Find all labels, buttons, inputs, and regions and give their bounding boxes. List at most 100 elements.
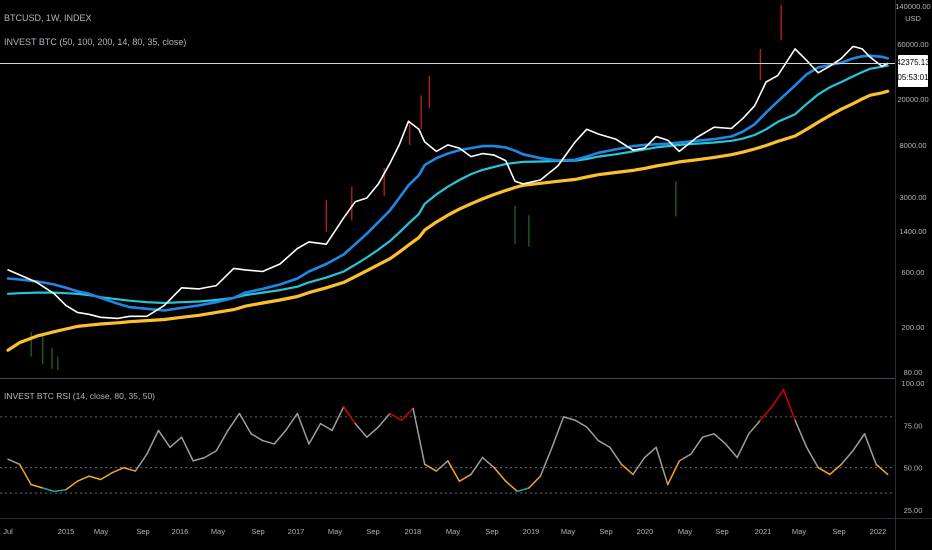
rsi-levels	[0, 416, 895, 494]
rsi-tick-label: 100.00	[902, 379, 925, 388]
rsi-segment	[493, 466, 507, 482]
time-tick-label: May	[561, 527, 575, 536]
rsi-segment	[88, 475, 102, 481]
rsi-segment	[157, 429, 171, 449]
rsi-segment	[736, 433, 750, 459]
rsi-segment	[516, 487, 530, 493]
rsi-segment	[690, 436, 704, 455]
price-badge	[898, 55, 928, 87]
rsi-segment	[782, 389, 796, 422]
price-tick-label: 600.00	[902, 268, 925, 277]
rsi-segment	[724, 443, 738, 459]
rsi-segment	[400, 407, 414, 422]
rsi-segment	[41, 487, 56, 493]
price-tick-label: 200.00	[902, 323, 925, 332]
price-tick-label: 3000.00	[899, 193, 926, 202]
rsi-segment	[655, 446, 669, 486]
rsi-segment	[829, 463, 843, 476]
volume-spikes	[30, 5, 782, 370]
rsi-segment	[852, 433, 866, 452]
rsi-segment	[169, 436, 183, 449]
time-tick-label: May	[328, 527, 342, 536]
rsi-segment	[377, 412, 391, 428]
rsi-segment	[597, 439, 611, 449]
rsi-segment	[7, 458, 21, 466]
time-tick-label: May	[678, 527, 692, 536]
time-tick-label: 2019	[523, 527, 540, 536]
rsi-segment	[342, 405, 356, 425]
rsi-segment	[794, 419, 808, 449]
rsi-segment	[759, 405, 773, 422]
rsi-segment	[863, 433, 877, 466]
time-tick-label: Sep	[366, 527, 379, 536]
time-tick-label: Sep	[715, 527, 728, 536]
rsi-plot[interactable]	[7, 389, 889, 493]
rsi-segment	[319, 422, 333, 432]
rsi-tick-label: 50.00	[904, 464, 923, 473]
time-tick-label: 2016	[172, 527, 189, 536]
rsi-segment	[435, 460, 449, 472]
price-plot[interactable]	[6, 45, 890, 352]
time-tick-label: 2018	[405, 527, 422, 536]
rsi-segment	[122, 466, 137, 472]
price-tick-label: 140000.00	[895, 2, 930, 11]
rsi-segment	[470, 456, 484, 476]
rsi-segment	[204, 449, 218, 459]
time-tick-label: Sep	[599, 527, 612, 536]
rsi-segment	[65, 480, 79, 491]
rsi-segment	[620, 463, 634, 476]
rsi-segment	[447, 460, 461, 482]
time-tick-label: Sep	[251, 527, 264, 536]
rsi-segment	[771, 389, 785, 408]
time-tick-label: 2022	[870, 527, 887, 536]
time-tick-label: 2015	[58, 527, 75, 536]
rsi-segment	[99, 471, 113, 481]
rsi-segment	[250, 433, 264, 442]
rsi-segment	[273, 429, 287, 445]
time-tick-label: May	[792, 527, 806, 536]
rsi-segment	[192, 456, 206, 462]
rsi-segment	[331, 405, 345, 432]
rsi-segment	[76, 475, 90, 482]
rsi-segment	[53, 488, 67, 493]
rsi-segment	[875, 463, 889, 476]
rsi-title[interactable]: INVEST BTC RSI (14, close, 80, 35, 50)	[4, 391, 155, 401]
rsi-segment	[30, 483, 44, 489]
rsi-segment	[481, 456, 495, 469]
price-tick-label: 60000.00	[897, 40, 928, 49]
price-tick-label: 20000.00	[897, 95, 928, 104]
rsi-segment	[354, 422, 368, 438]
price-tick-label: 8000.00	[899, 141, 926, 150]
rsi-segment	[412, 407, 426, 466]
price-line[interactable]	[7, 45, 889, 320]
rsi-segment	[539, 446, 553, 477]
rsi-segment	[146, 429, 160, 455]
time-tick-label: May	[211, 527, 225, 536]
rsi-segment	[134, 453, 148, 472]
ma50-line[interactable]	[6, 54, 890, 312]
rsi-segment	[238, 412, 252, 435]
price-tick-label: 1400.00	[899, 227, 926, 236]
rsi-segment	[504, 480, 519, 493]
currency-label[interactable]: USD	[905, 14, 921, 23]
symbol-title[interactable]: BTCUSD, 1W, INDEX	[4, 13, 92, 23]
ma200-line[interactable]	[6, 89, 890, 352]
rsi-segment	[296, 412, 310, 445]
rsi-segment	[308, 422, 322, 445]
time-tick-label: May	[446, 527, 460, 536]
rsi-segment	[551, 416, 565, 449]
rsi-segment	[285, 412, 299, 432]
rsi-segment	[840, 449, 854, 466]
rsi-segment	[215, 429, 229, 452]
rsi-segment	[632, 456, 646, 476]
indicator-title[interactable]: INVEST BTC (50, 100, 200, 14, 80, 35, cl…	[4, 37, 186, 47]
rsi-segment	[748, 419, 762, 435]
rsi-segment	[227, 412, 241, 432]
rsi-tick-label: 25.00	[904, 506, 923, 515]
rsi-segment	[609, 446, 623, 466]
rsi-segment	[585, 426, 600, 442]
rsi-segment	[18, 463, 32, 486]
rsi-segment	[366, 426, 380, 438]
